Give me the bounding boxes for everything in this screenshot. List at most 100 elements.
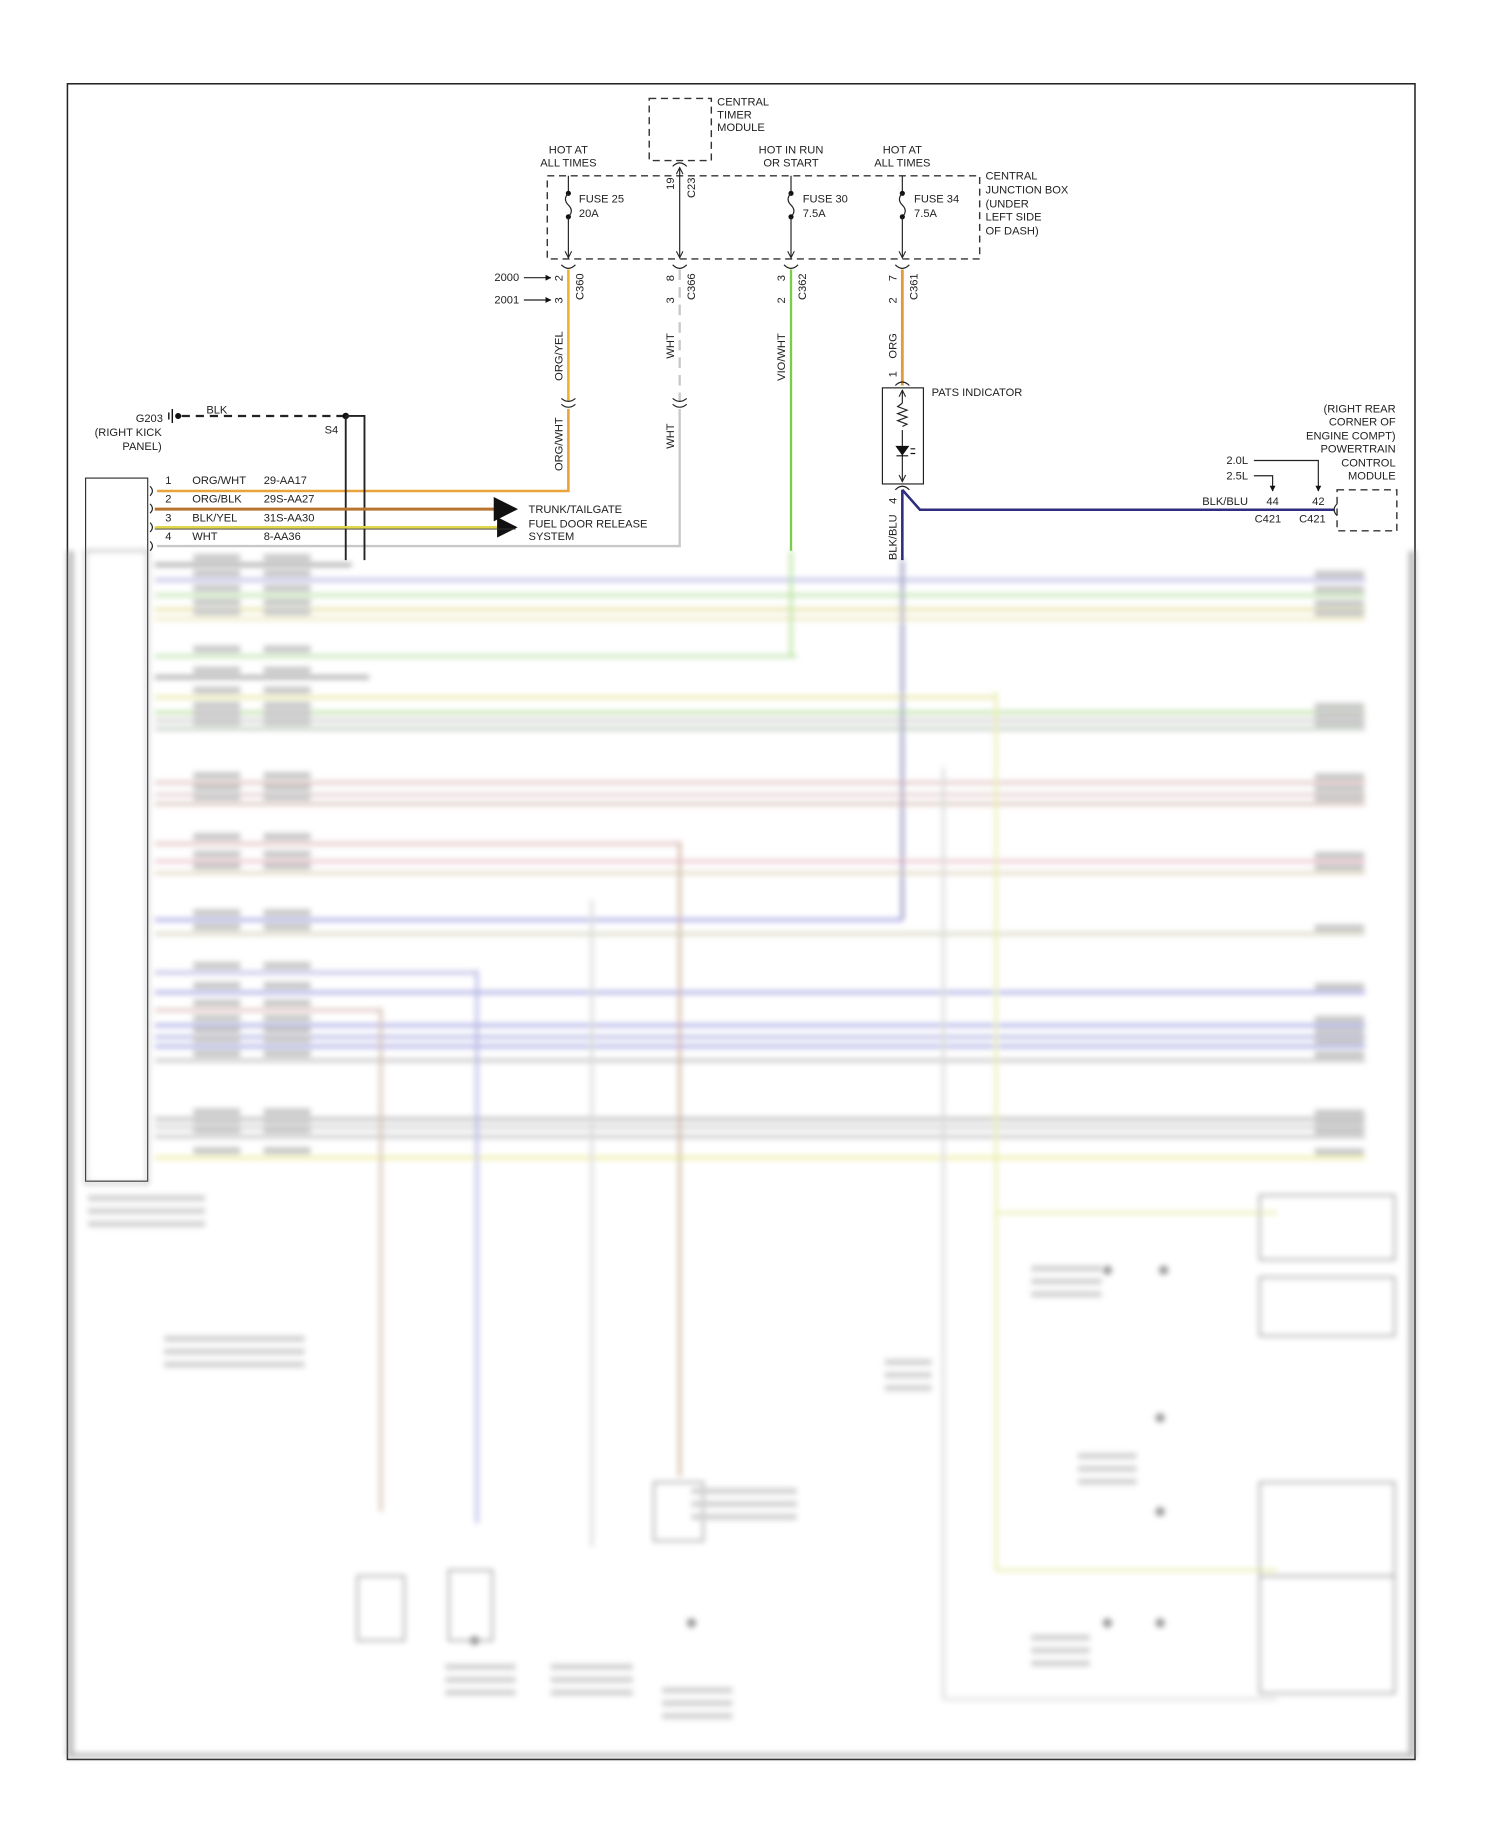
connector-symbol — [560, 264, 576, 269]
blurred-label — [263, 833, 311, 841]
wire-label: ORG — [887, 333, 899, 358]
blurred-label — [1314, 1148, 1365, 1156]
fuse-icon — [898, 192, 906, 218]
blurred-label — [193, 645, 241, 653]
blurred-label — [87, 1221, 206, 1227]
junction-box-label-line: (UNDER — [986, 198, 1029, 210]
blurred-label — [884, 1372, 932, 1379]
blurred-label — [1314, 794, 1365, 802]
blurred-label — [193, 1035, 241, 1043]
blurred-splice — [1155, 1618, 1165, 1628]
blurred-label — [1314, 851, 1365, 859]
c362-connector-id: C362 — [797, 273, 809, 300]
blurred-splice — [1158, 1265, 1169, 1275]
powertrain-control-module: (RIGHT REAR CORNER OF ENGINE COMPT) POWE… — [1226, 403, 1398, 532]
pin-wire-color: BLK/YEL — [192, 512, 237, 524]
light-emission-icon — [910, 448, 916, 455]
pin-wire-color: ORG/WHT — [192, 475, 246, 487]
blurred-label — [263, 554, 311, 562]
pcm-pin: 44 — [1266, 496, 1278, 508]
blurred-label — [1031, 1291, 1102, 1298]
wire-org-wht: ORG/WHT — [157, 408, 570, 493]
blurred-label — [1078, 1465, 1137, 1472]
blurred-label — [193, 584, 241, 592]
blurred-label — [193, 962, 241, 970]
pcm-label-line: ENGINE COMPT) — [1306, 430, 1396, 442]
c23-connector-id: C23 — [686, 178, 698, 198]
blurred-label — [263, 1126, 311, 1134]
c360-connector-id: C360 — [575, 273, 587, 300]
blurred-component — [1258, 1276, 1396, 1338]
fuse-25: FUSE 25 20A — [565, 175, 624, 258]
destination-line: FUEL DOOR RELEASE — [529, 518, 648, 530]
blurred-label — [87, 1195, 206, 1202]
fuse-name: FUSE 34 — [914, 194, 959, 206]
fuse-rating: 7.5A — [803, 208, 826, 220]
blurred-label — [263, 701, 311, 709]
blurred-label — [193, 850, 241, 858]
blurred-label — [263, 598, 311, 606]
pin-circuit: 8-AA36 — [264, 531, 301, 543]
c23-pin: 19 — [665, 177, 677, 189]
blurred-label — [263, 1049, 311, 1057]
resistor-icon — [895, 402, 909, 428]
blurred-label — [1314, 863, 1365, 871]
blurred-label — [263, 584, 311, 592]
blurred-label — [193, 666, 241, 674]
blurred-label — [1314, 785, 1365, 793]
blurred-label — [1314, 703, 1365, 711]
pcm-label-line: POWERTRAIN — [1320, 443, 1395, 455]
splice-id: S4 — [325, 425, 339, 437]
blurred-label — [1314, 711, 1365, 719]
blurred-label — [193, 569, 241, 577]
feed-label-fuse25: ALL TIMES — [540, 157, 596, 169]
blurred-label — [193, 1026, 241, 1034]
blurred-label — [445, 1689, 516, 1696]
blurred-label — [1031, 1660, 1090, 1667]
blurred-label — [193, 999, 241, 1007]
blurred-splice — [1102, 1265, 1113, 1275]
module-pin-row: 1 ORG/WHT 29-AA17 — [149, 475, 307, 497]
ctm-label-line: CENTRAL — [717, 96, 769, 108]
fuse-name: FUSE 30 — [803, 194, 848, 206]
pcm-label-line: CORNER OF — [1329, 416, 1396, 428]
c23-connection: 19 C23 — [665, 162, 698, 258]
blurred-label — [263, 608, 311, 616]
blurred-label — [263, 981, 311, 989]
blurred-label — [193, 701, 241, 709]
blurred-label — [1314, 1037, 1365, 1045]
module-pin-row: 3 BLK/YEL 31S-AA30 — [149, 512, 518, 538]
junction-box-label-line: CENTRAL — [986, 170, 1038, 182]
blurred-component — [1258, 1194, 1396, 1261]
blurred-component — [356, 1574, 406, 1642]
feed-label-fuse25: HOT AT — [549, 145, 588, 157]
ground-g203: G203 (RIGHT KICK PANEL) BLK S4 — [95, 405, 366, 561]
blurred-label — [263, 772, 311, 780]
c366-pin: 3 — [665, 297, 677, 303]
blurred-label — [193, 710, 241, 718]
blurred-label — [193, 1147, 241, 1155]
blurred-label — [164, 1361, 305, 1368]
blurred-label — [263, 793, 311, 801]
wire-label: WHT — [665, 333, 677, 359]
wire-label: BLK/BLU — [887, 514, 899, 560]
blurred-label — [1314, 983, 1365, 991]
blurred-label — [193, 1049, 241, 1057]
ctm-label-line: MODULE — [717, 122, 765, 134]
pcm-connector-id: C421 — [1299, 514, 1326, 526]
blurred-label — [1314, 719, 1365, 727]
blurred-label — [1314, 1109, 1365, 1117]
blurred-label — [193, 981, 241, 989]
blurred-splice — [1155, 1413, 1165, 1423]
blurred-label — [1031, 1634, 1090, 1641]
destination-line: TRUNK/TAILGATE — [529, 504, 623, 516]
pin-number: 4 — [165, 531, 171, 543]
blurred-label — [193, 783, 241, 791]
blurred-label — [1314, 1117, 1365, 1125]
blurred-label — [662, 1687, 733, 1694]
blurred-label — [263, 666, 311, 674]
pats-label: PATS INDICATOR — [932, 387, 1023, 399]
blurred-label — [263, 1116, 311, 1124]
blurred-label — [1314, 1027, 1365, 1035]
